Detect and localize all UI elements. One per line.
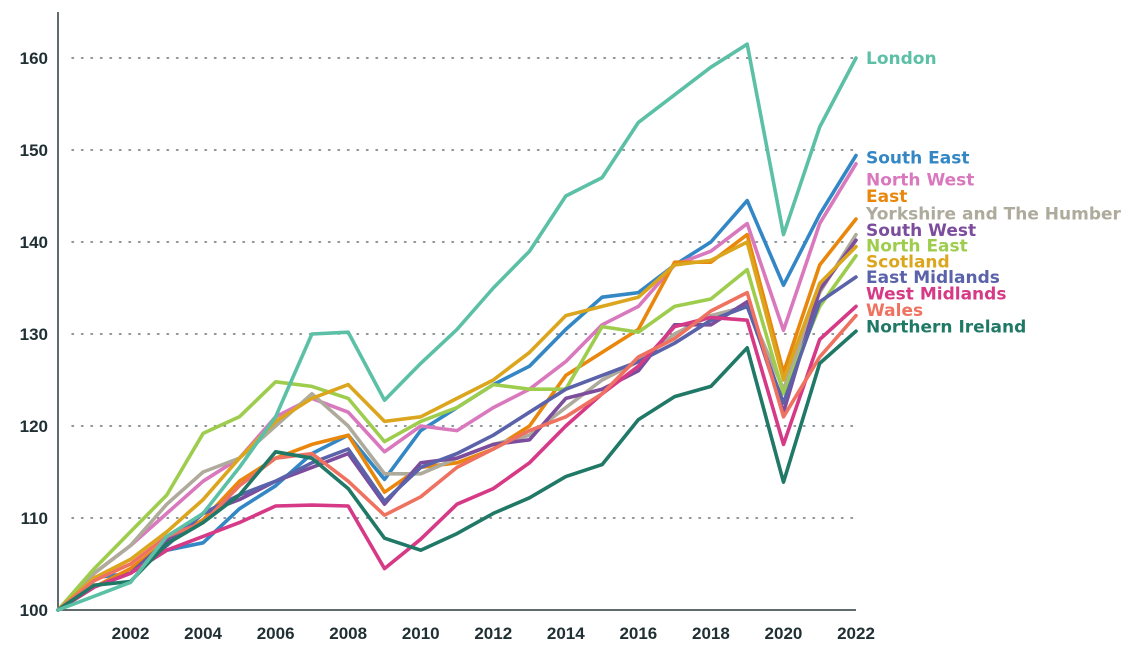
series-line-east-midlands xyxy=(56,275,858,612)
x-tick-label: 2010 xyxy=(402,624,440,643)
series-label-scotland: Scotland xyxy=(866,252,950,272)
axes xyxy=(57,12,856,611)
series-label-east-midlands: East Midlands xyxy=(866,268,1000,288)
y-tick-labels: 100 110 120 130 140 150 160 xyxy=(20,49,48,620)
series-label-west-midlands: West Midlands xyxy=(866,285,1006,305)
series-label-yorkshire-and-the-humber: Yorkshire and The Humber xyxy=(865,204,1122,224)
x-tick-label: 2018 xyxy=(692,624,730,643)
y-tick-label: 130 xyxy=(20,325,48,344)
x-tick-label: 2004 xyxy=(184,624,222,643)
y-tick-label: 120 xyxy=(20,417,48,436)
y-tick-label: 160 xyxy=(20,49,48,68)
y-tick-label: 110 xyxy=(21,509,48,528)
series-line-yorkshire-and-the-humber xyxy=(56,232,858,612)
series-label-south-west: South West xyxy=(866,221,976,241)
y-tick-label: 100 xyxy=(20,601,48,620)
series-lines xyxy=(56,42,858,612)
series-label-east: East xyxy=(866,187,907,207)
series-line-south-east xyxy=(56,153,858,612)
y-tick-label: 150 xyxy=(20,141,48,160)
x-tick-label: 2006 xyxy=(257,624,295,643)
series-line-scotland xyxy=(56,240,858,612)
series-label-northern-ireland: Northern Ireland xyxy=(866,318,1026,338)
series-label-south-east: South East xyxy=(866,148,970,168)
y-tick-label: 140 xyxy=(20,233,48,252)
x-tick-label: 2002 xyxy=(112,624,150,643)
x-tick-label: 2020 xyxy=(765,624,803,643)
series-line-wales xyxy=(56,290,858,612)
series-label-north-east: North East xyxy=(866,237,968,257)
x-tick-label: 2008 xyxy=(329,624,367,643)
series-label-london: London xyxy=(866,49,937,69)
x-tick-labels: 2002 2004 2006 2008 2010 2012 2014 2016 2018 2020… xyxy=(112,624,875,643)
series-line-london xyxy=(56,42,858,612)
series-line-north-east xyxy=(56,254,858,612)
series-label-north-west: North West xyxy=(866,170,974,190)
x-tick-label: 2016 xyxy=(619,624,657,643)
series-line-west-midlands xyxy=(56,304,858,612)
x-tick-label: 2014 xyxy=(547,624,585,643)
series-line-south-west xyxy=(56,238,858,612)
x-tick-label: 2012 xyxy=(474,624,512,643)
series-line-north-west xyxy=(56,162,858,612)
series-line-northern-ireland xyxy=(56,329,858,612)
series-label-wales: Wales xyxy=(866,301,923,321)
x-tick-label: 2022 xyxy=(837,624,875,643)
